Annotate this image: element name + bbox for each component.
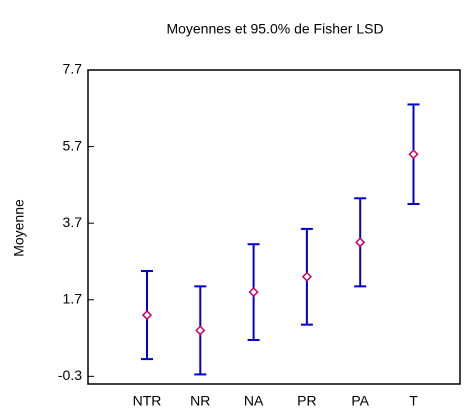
mean-marker (355, 237, 366, 248)
mean-marker (248, 287, 259, 298)
y-tick-label: 7.7 (63, 61, 83, 77)
y-tick-label: 1.7 (63, 290, 83, 306)
x-tick-label: NTR (133, 393, 162, 409)
x-tick-label: NR (190, 393, 210, 409)
y-axis-label: Moyenne (11, 199, 27, 257)
mean-marker (195, 325, 206, 336)
plot-frame (87, 69, 461, 385)
x-tick-label: PR (297, 393, 316, 409)
y-tick-label: 5.7 (63, 137, 83, 153)
y-tick-label: -0.3 (58, 367, 82, 383)
y-tick-label: 3.7 (63, 214, 83, 230)
mean-marker (141, 310, 153, 321)
x-tick-label: T (409, 393, 418, 409)
x-tick-label: PA (351, 393, 369, 409)
mean-marker (301, 271, 312, 282)
x-tick-label: NA (244, 393, 264, 409)
mean-marker (408, 149, 419, 160)
chart-title: Moyennes et 95.0% de Fisher LSD (166, 21, 383, 37)
